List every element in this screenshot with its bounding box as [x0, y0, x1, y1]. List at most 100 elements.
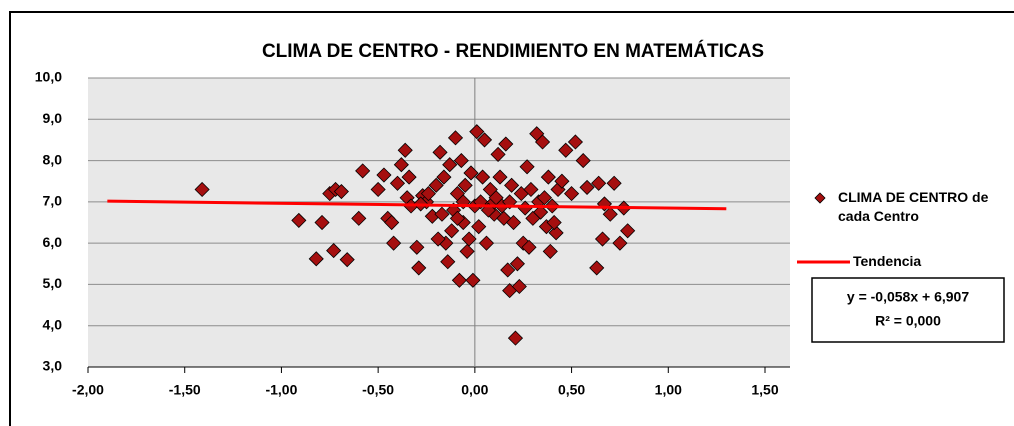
point	[575, 153, 591, 169]
point	[469, 124, 485, 140]
point	[447, 130, 464, 146]
point	[314, 214, 330, 231]
point	[505, 214, 522, 231]
x-tick-label: -0,50	[362, 382, 394, 398]
point	[564, 186, 580, 202]
x-tick-label: -1,00	[265, 382, 297, 398]
point	[591, 175, 607, 191]
point	[476, 132, 493, 148]
point	[339, 252, 355, 268]
point	[453, 153, 469, 169]
point	[428, 177, 444, 193]
point	[432, 144, 448, 160]
point	[511, 278, 527, 295]
point	[589, 260, 605, 276]
point	[558, 142, 574, 158]
point	[436, 169, 452, 185]
point	[490, 146, 506, 162]
point	[475, 169, 491, 185]
point	[519, 159, 535, 175]
point	[397, 142, 413, 158]
point	[326, 243, 342, 259]
point	[612, 235, 628, 251]
point	[471, 219, 487, 235]
point	[434, 206, 450, 222]
point	[457, 177, 473, 193]
point	[620, 223, 636, 239]
y-tick-label: 3,0	[43, 358, 63, 374]
point	[291, 212, 307, 229]
legend-label: Tendencia	[853, 253, 922, 269]
point	[409, 239, 425, 255]
x-tick-label: 1,50	[751, 382, 778, 398]
point	[333, 183, 349, 200]
point	[606, 175, 622, 191]
x-tick-label: -2,00	[72, 382, 104, 398]
x-tick-label: 0,50	[558, 382, 585, 398]
y-tick-label: 10,0	[35, 69, 62, 85]
point	[546, 214, 562, 231]
point	[442, 157, 458, 173]
r-squared: R² = 0,000	[875, 313, 941, 329]
legend-label: CLIMA DE CENTRO de cada Centro	[838, 189, 989, 224]
point	[308, 251, 324, 267]
x-tick-label: 1,00	[655, 382, 682, 398]
trend-line	[107, 199, 727, 211]
point	[579, 179, 595, 195]
plot-area	[88, 78, 790, 367]
point	[542, 243, 558, 259]
y-tick-label: 8,0	[43, 151, 63, 167]
point	[548, 225, 564, 241]
point	[463, 165, 479, 181]
point	[440, 254, 456, 270]
point	[393, 157, 409, 173]
y-tick-label: 6,0	[43, 234, 63, 250]
point	[480, 202, 496, 218]
y-tick-label: 7,0	[43, 193, 63, 209]
point	[351, 210, 367, 226]
point	[444, 223, 460, 239]
point	[384, 214, 400, 231]
point	[521, 239, 537, 255]
point	[554, 173, 570, 189]
point	[465, 272, 481, 288]
y-tick-label: 9,0	[43, 110, 63, 126]
point	[411, 260, 427, 276]
point	[504, 177, 520, 193]
point	[523, 181, 539, 198]
equation-box	[811, 277, 1005, 343]
equation: y = -0,058x + 6,907	[847, 289, 969, 305]
point	[449, 210, 466, 226]
point	[500, 262, 516, 278]
point	[594, 231, 611, 247]
point	[507, 330, 524, 346]
point	[430, 231, 446, 247]
point	[461, 231, 477, 247]
point	[540, 169, 556, 185]
point	[533, 204, 549, 220]
point	[498, 136, 514, 152]
point	[386, 235, 402, 251]
legend-marker	[814, 192, 826, 204]
y-tick-label: 4,0	[43, 316, 63, 332]
point	[567, 134, 584, 150]
point	[420, 186, 436, 202]
x-tick-label: -1,50	[169, 382, 201, 398]
point	[509, 256, 525, 272]
point	[370, 181, 386, 198]
point	[602, 206, 618, 222]
point	[389, 175, 406, 191]
point	[534, 134, 551, 150]
point	[401, 169, 417, 185]
y-tick-label: 5,0	[43, 275, 63, 291]
point	[376, 167, 392, 183]
point	[459, 243, 475, 259]
chart-title: CLIMA DE CENTRO - RENDIMIENTO EN MATEMÁT…	[262, 40, 764, 62]
point	[492, 169, 508, 185]
point	[536, 190, 553, 206]
point	[355, 163, 371, 179]
point	[451, 272, 467, 288]
point	[478, 235, 495, 251]
